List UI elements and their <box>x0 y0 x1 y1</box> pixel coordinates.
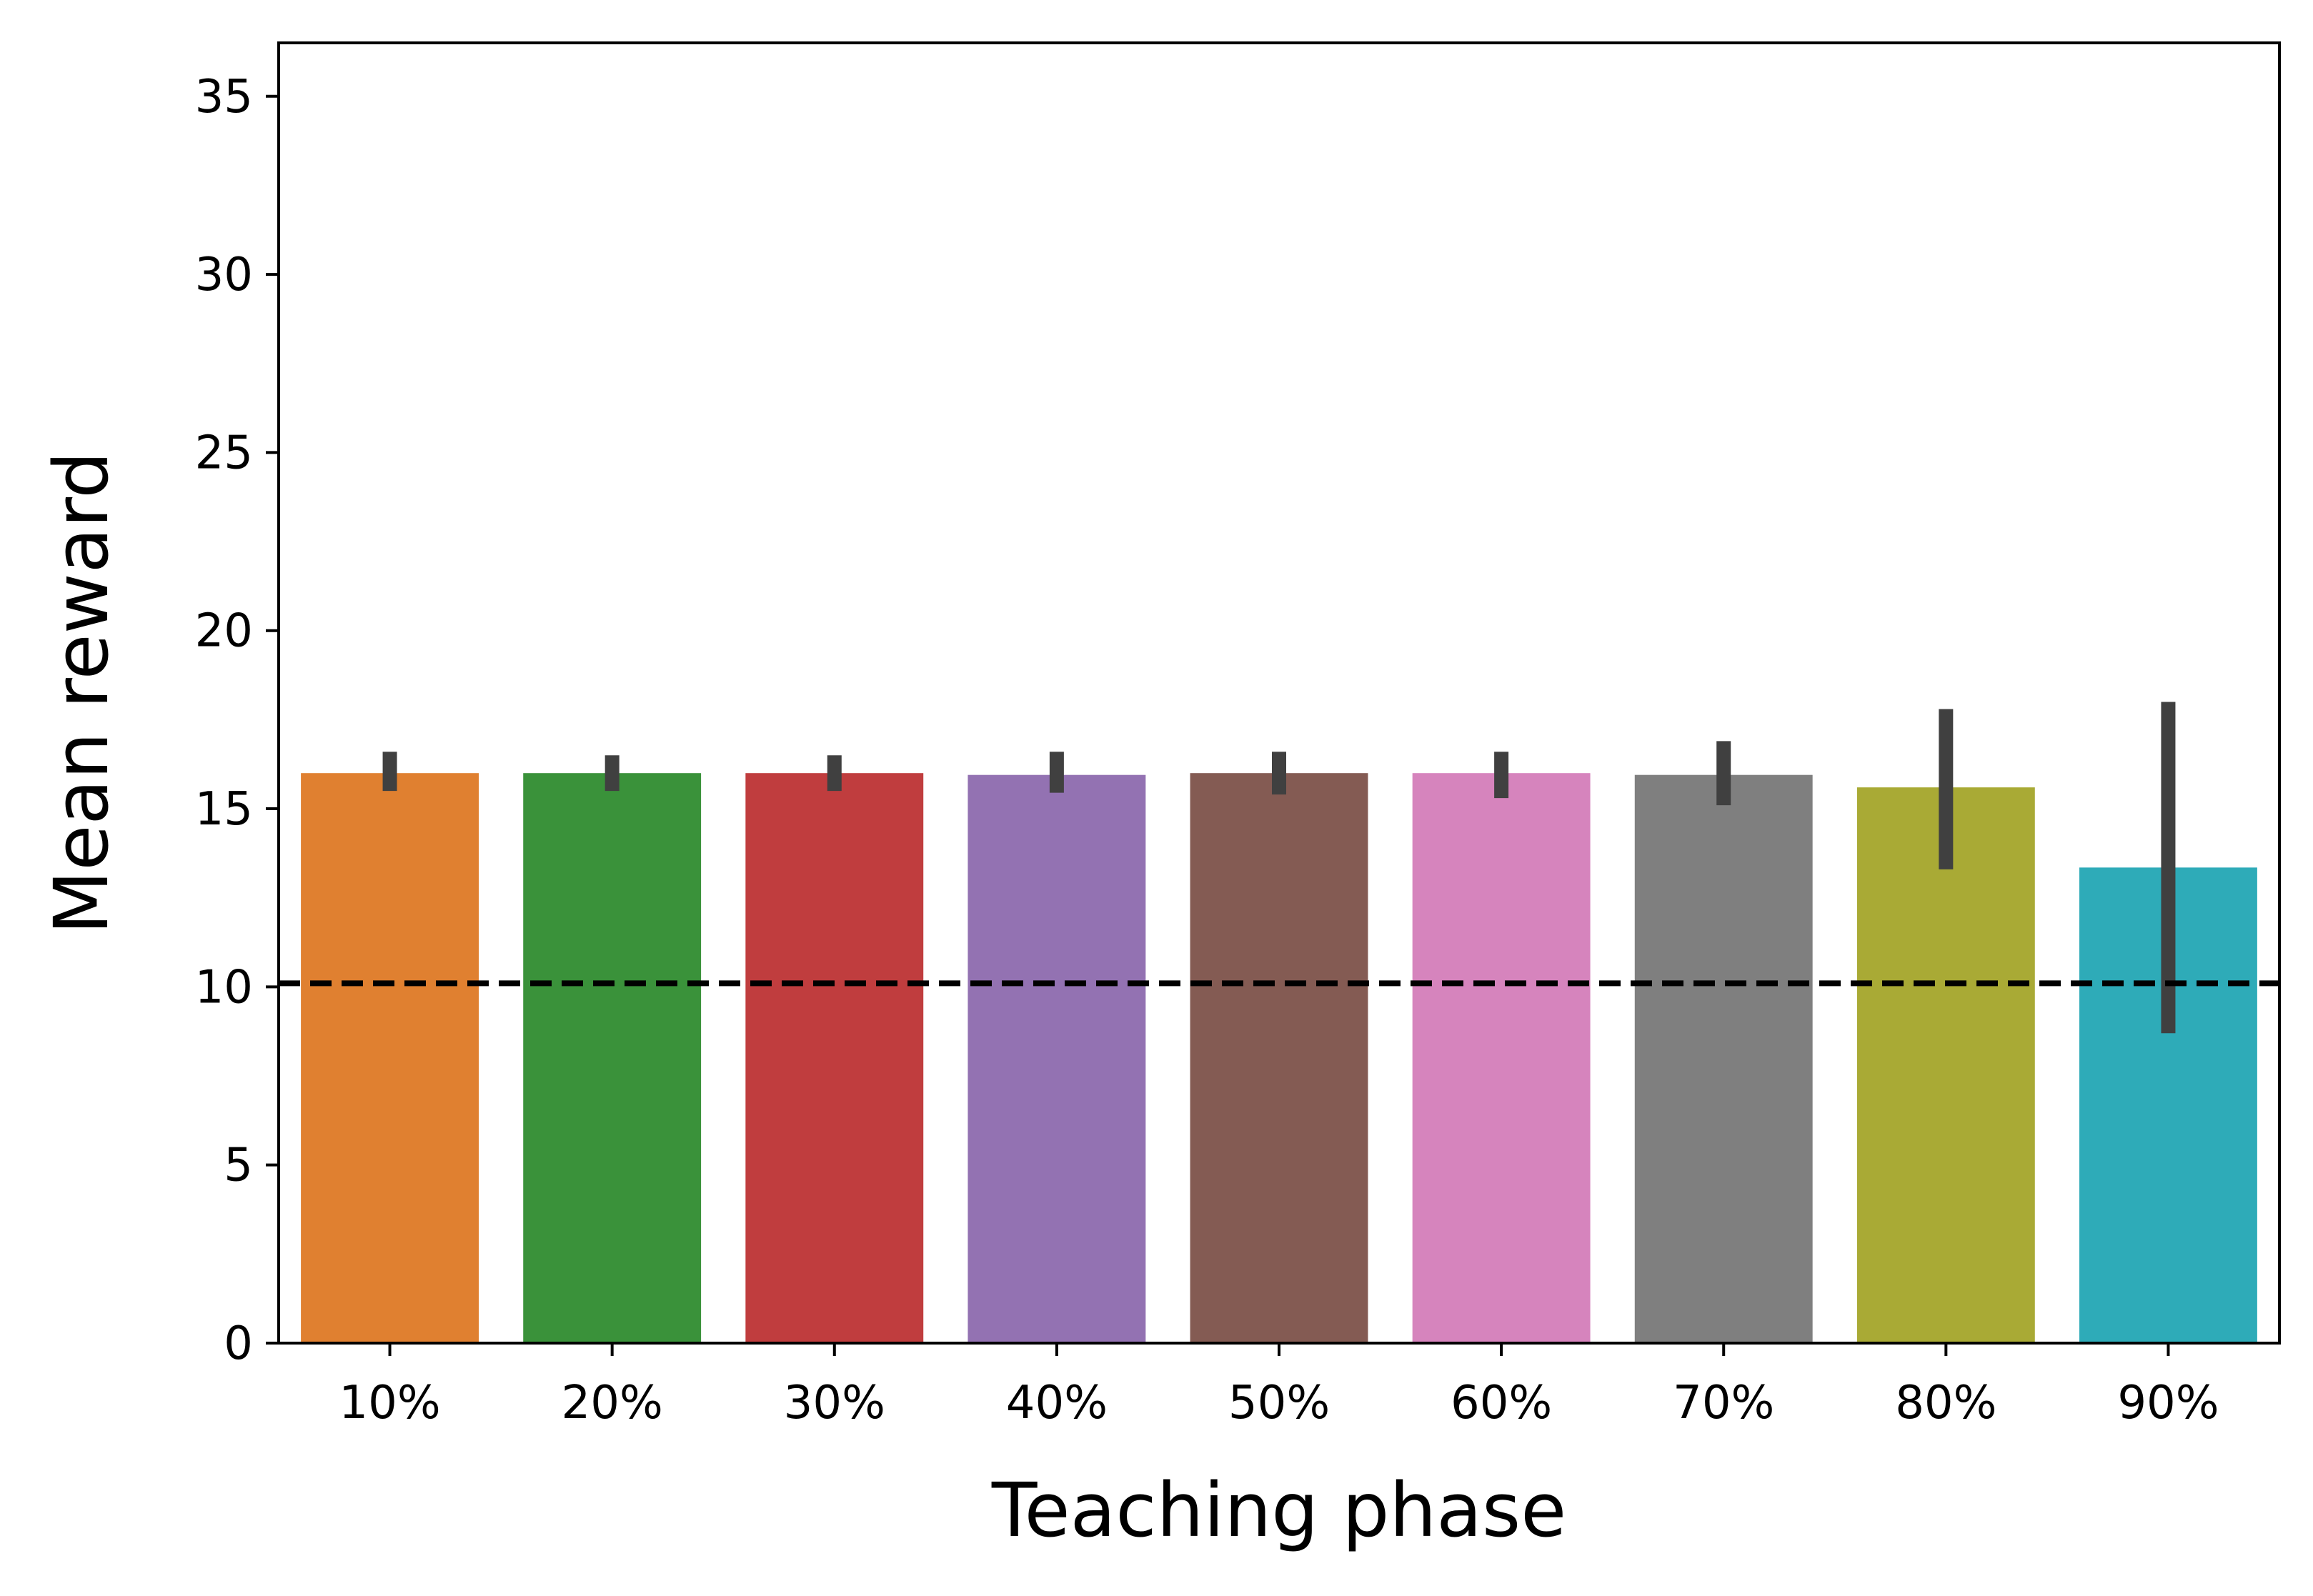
y-tick-label: 5 <box>224 1139 253 1192</box>
bar-10pct <box>301 773 479 1343</box>
x-tick-label: 20% <box>562 1377 663 1430</box>
y-tick-label: 30 <box>195 249 253 301</box>
bar-50pct <box>1190 773 1368 1343</box>
bar-40pct <box>968 774 1146 1343</box>
bar-30pct <box>745 773 924 1343</box>
x-axis-title: Teaching phase <box>991 1467 1566 1554</box>
x-tick-label: 40% <box>1006 1377 1108 1430</box>
bar-60pct <box>1412 773 1591 1343</box>
x-tick-label: 50% <box>1228 1377 1330 1430</box>
x-tick-label: 90% <box>2117 1377 2219 1430</box>
y-axis: 0 5 10 15 20 25 30 35 <box>195 71 279 1370</box>
bars-layer <box>301 773 2257 1343</box>
y-axis-title: Mean reward <box>38 452 125 935</box>
x-tick-label: 70% <box>1673 1377 1774 1430</box>
x-tick-label: 60% <box>1451 1377 1552 1430</box>
x-tick-label: 10% <box>339 1377 440 1430</box>
x-axis: 10% 20% 30% 40% 50% 60% 70% 80% 90% <box>339 1343 2219 1430</box>
y-tick-label: 35 <box>195 71 253 124</box>
error-bars-layer <box>382 702 2176 1034</box>
bar-20pct <box>523 773 702 1343</box>
y-tick-label: 15 <box>195 783 253 836</box>
x-tick-label: 80% <box>1895 1377 1996 1430</box>
x-tick-label: 30% <box>784 1377 885 1430</box>
bar-70pct <box>1634 774 1813 1343</box>
bar-80pct <box>1856 787 2035 1343</box>
y-tick-label: 20 <box>195 605 253 658</box>
y-tick-label: 25 <box>195 427 253 479</box>
y-tick-label: 0 <box>224 1317 253 1370</box>
y-tick-label: 10 <box>195 961 253 1014</box>
